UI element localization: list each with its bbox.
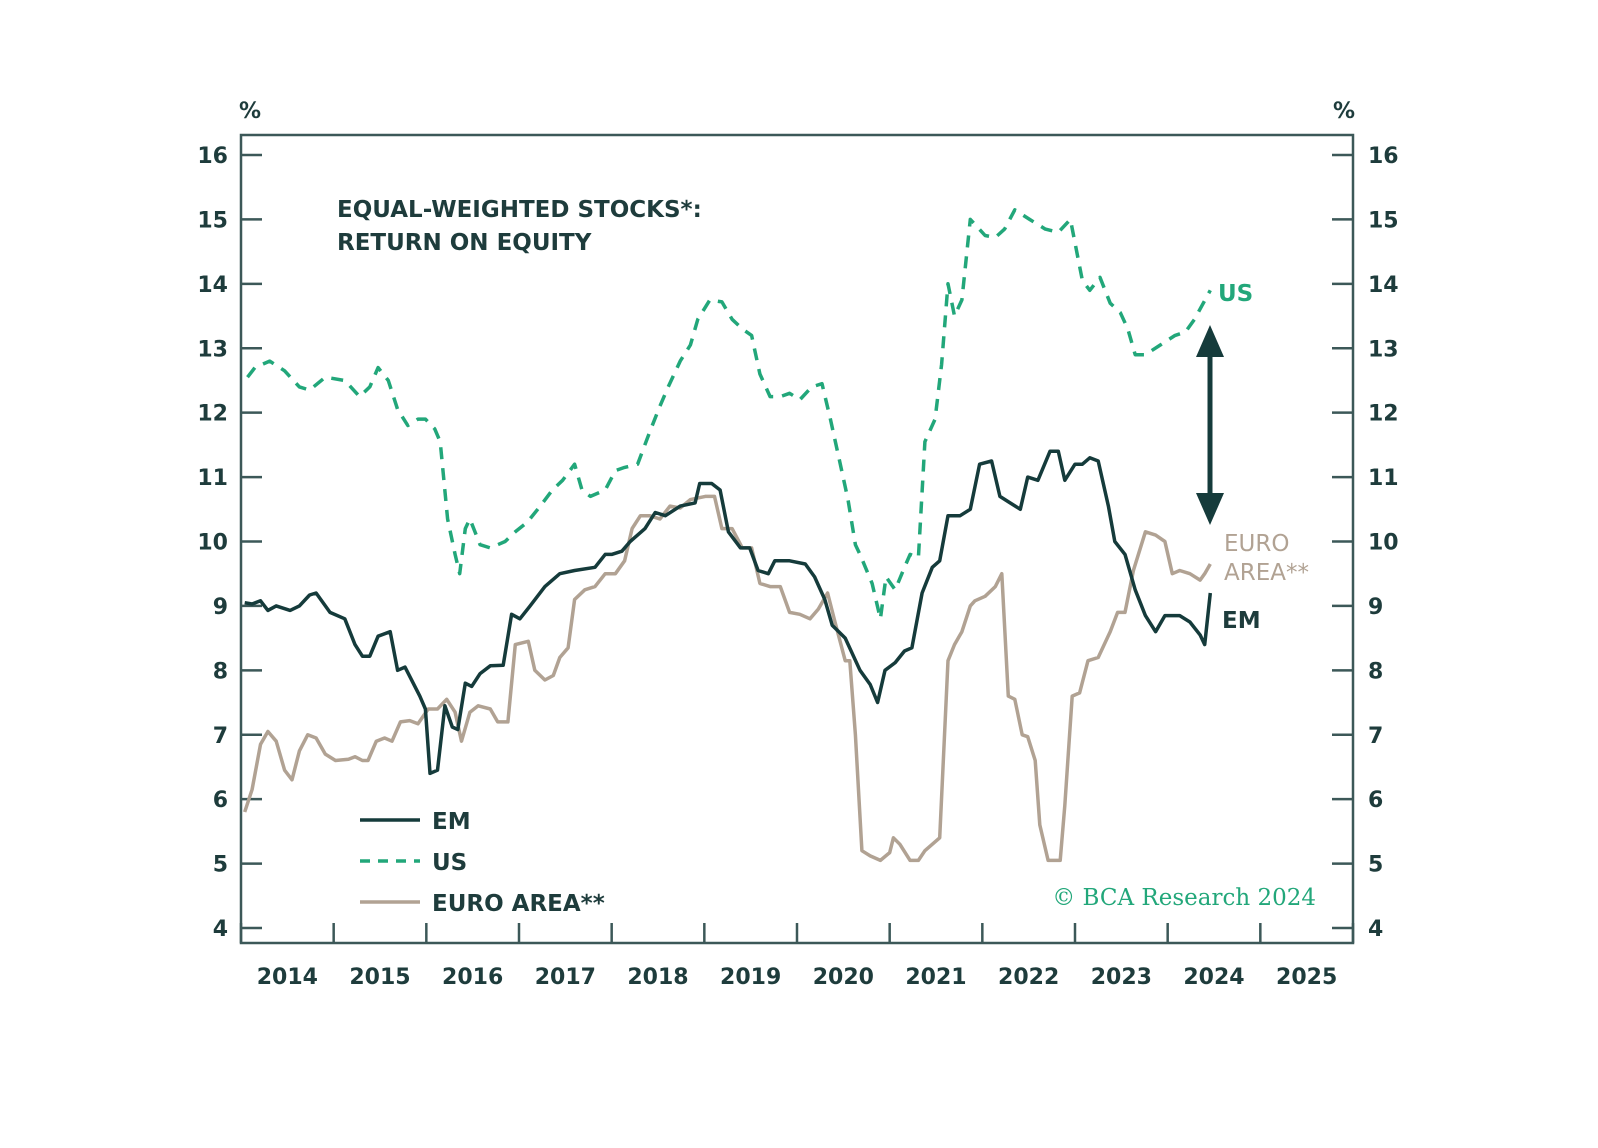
x-tick-label: 2023 — [1091, 965, 1152, 990]
y-tick-label-left: 15 — [197, 208, 228, 233]
chart-title-line-1: EQUAL-WEIGHTED STOCKS*: — [337, 197, 702, 223]
end-label-em: EM — [1222, 608, 1261, 634]
y-tick-label-right: 13 — [1368, 337, 1399, 362]
x-tick-label: 2017 — [535, 965, 596, 990]
legend-label-us: US — [432, 850, 467, 876]
y-unit-right: % — [1333, 99, 1355, 124]
y-tick-label-right: 6 — [1368, 788, 1383, 813]
x-tick-label: 2019 — [720, 965, 781, 990]
y-tick-label-right: 7 — [1368, 724, 1383, 749]
chart-title-line-2: RETURN ON EQUITY — [337, 230, 592, 256]
y-tick-label-left: 7 — [213, 724, 228, 749]
x-tick-label: 2016 — [442, 965, 503, 990]
y-tick-label-right: 5 — [1368, 853, 1383, 878]
end-label-us: US — [1218, 281, 1253, 307]
y-tick-label-left: 6 — [213, 788, 228, 813]
axes: 4 4 5 5 6 6 7 7 8 8 9 9 10 10 11 11 12 12 13 13 14 14 15 15 16 16… — [197, 133, 1399, 990]
end-label-euro-2: AREA** — [1224, 560, 1309, 586]
y-unit-left: % — [239, 99, 261, 124]
x-tick-label: 2025 — [1276, 965, 1337, 990]
y-tick-label-right: 10 — [1368, 531, 1399, 556]
y-tick-label-left: 5 — [213, 853, 228, 878]
end-label-euro-1: EURO — [1224, 531, 1289, 557]
em-line — [244, 449, 1213, 776]
euro-area-line — [243, 494, 1212, 863]
y-tick-label-right: 11 — [1368, 466, 1399, 491]
y-tick-label-left: 13 — [197, 337, 228, 362]
y-tick-label-right: 9 — [1368, 595, 1383, 620]
y-tick-label-left: 14 — [197, 273, 228, 298]
y-tick-label-left: 8 — [213, 659, 228, 684]
y-tick-label-right: 16 — [1368, 144, 1399, 169]
y-tick-label-left: 9 — [213, 595, 228, 620]
arrow-up-head — [1196, 325, 1224, 357]
gap-arrow — [1196, 325, 1224, 525]
x-tick-label: 2018 — [627, 965, 688, 990]
x-tick-label: 2015 — [349, 965, 410, 990]
series-lines — [243, 208, 1213, 863]
y-tick-label-right: 8 — [1368, 659, 1383, 684]
x-tick-label: 2021 — [905, 965, 966, 990]
arrow-down-head — [1196, 493, 1224, 525]
y-tick-label-left: 4 — [213, 917, 228, 942]
y-tick-label-right: 12 — [1368, 402, 1399, 427]
y-tick-label-left: 11 — [197, 466, 228, 491]
us-line — [246, 208, 1212, 621]
y-tick-label-left: 10 — [197, 531, 228, 556]
y-tick-label-right: 4 — [1368, 917, 1383, 942]
x-tick-label: 2014 — [257, 965, 318, 990]
y-tick-label-right: 14 — [1368, 273, 1399, 298]
legend-label-euro: EURO AREA** — [432, 891, 605, 917]
copyright: © BCA Research 2024 — [1052, 885, 1316, 911]
plot-frame — [239, 133, 1355, 945]
y-tick-label-left: 12 — [197, 402, 228, 427]
x-tick-label: 2020 — [813, 965, 874, 990]
legend: EM US EURO AREA** — [360, 809, 605, 917]
x-tick-label: 2022 — [998, 965, 1059, 990]
legend-label-em: EM — [432, 809, 471, 835]
y-tick-label-left: 16 — [197, 144, 228, 169]
x-tick-label: 2024 — [1183, 965, 1244, 990]
y-tick-label-right: 15 — [1368, 208, 1399, 233]
